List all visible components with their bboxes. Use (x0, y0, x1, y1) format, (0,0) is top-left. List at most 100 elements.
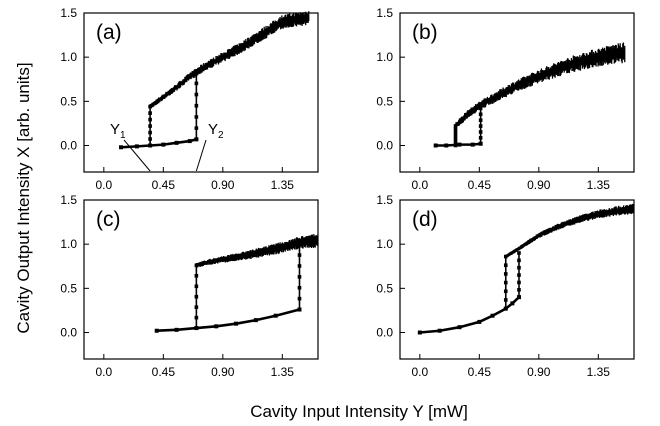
upper-branch-b (454, 51, 625, 128)
jump-point-c (297, 285, 302, 290)
plot-frame-b (399, 12, 635, 173)
data-b (433, 42, 626, 148)
lower-branch-point-c (214, 324, 219, 329)
y-tick-label-a: 1.5 (60, 6, 77, 20)
jump-point-d (503, 298, 508, 302)
annotation-main: Y (208, 121, 218, 138)
x-tick-label-c: 1.35 (271, 365, 295, 379)
jump-point-d (517, 258, 521, 263)
jump-point-d (503, 306, 508, 311)
plot-frame-c (83, 199, 319, 360)
x-tick-label-a: 0.45 (152, 178, 176, 192)
panel-b: 0.0 0.45 0.90 1.35 0.0 0.5 1.0 1.5 (b) (376, 6, 635, 192)
jump-point-b (453, 137, 458, 141)
jump-point-a (148, 117, 152, 122)
jump-point-d (503, 289, 508, 294)
upper-branch-d (504, 207, 634, 258)
jump-point-a (148, 130, 152, 135)
jump-point-a (148, 111, 152, 115)
y-tick-label-b: 0.5 (376, 94, 393, 108)
lower-branch-point-d (457, 325, 462, 330)
y-tick-label-a: 1.0 (60, 50, 77, 64)
y-tick-label-c: 1.0 (60, 237, 77, 251)
data-d (417, 203, 634, 335)
x-tick-label-a: 0.0 (95, 178, 112, 192)
jump-point-a (148, 137, 152, 141)
x-axis-title: Cavity Input Intensity Y [mW] (250, 402, 468, 421)
annotation-a: Y2 (208, 121, 224, 141)
x-tick-label-b: 0.0 (411, 178, 428, 192)
lower-branch-point-c (273, 313, 278, 318)
jump-point-a (194, 126, 199, 130)
jump-point-c (194, 263, 199, 268)
lower-branch-point-a (161, 142, 166, 147)
jump-point-c (194, 315, 199, 320)
y-tick-label-d: 1.5 (376, 193, 393, 207)
annotation-pointer-a (123, 139, 151, 172)
jump-point-d (503, 254, 508, 259)
lower-branch-point-c (253, 318, 258, 323)
annotation-subscript: 1 (120, 130, 126, 141)
data-c (154, 234, 318, 333)
x-tick-label-b: 0.90 (527, 178, 551, 192)
plot-frame-d (399, 199, 635, 360)
panel-label-b: (b) (412, 21, 438, 44)
jump-point-b (478, 136, 483, 140)
panel-a: 0.0 0.45 0.90 1.350.00.51.01.5(a)Y1 Y2 (60, 6, 319, 192)
lower-branch-point-b (444, 143, 449, 148)
annotation-subscript: 2 (218, 130, 224, 141)
x-tick-label-d: 0.45 (468, 365, 492, 379)
lower-branch-point-a (134, 144, 139, 149)
jump-point-c (194, 284, 199, 289)
jump-point-b (453, 140, 458, 145)
lower-branch-a (120, 138, 197, 149)
y-tick-label-a: 0.0 (60, 139, 77, 153)
lower-branch-point-a (174, 140, 179, 145)
jump-point-d (517, 288, 521, 292)
data-a (119, 11, 310, 150)
jump-point-a (148, 124, 152, 128)
jump-point-b (478, 124, 483, 128)
jump-point-b (453, 133, 458, 138)
lower-branch-point-c (174, 327, 179, 332)
y-tick-label-d: 0.5 (376, 281, 393, 295)
jump-point-a (194, 115, 199, 119)
jump-point-b (478, 130, 483, 134)
jump-point-d (503, 272, 508, 276)
panel-label-c: (c) (96, 208, 121, 231)
jump-point-c (297, 296, 302, 301)
jump-point-d (517, 280, 521, 285)
y-tick-label-b: 1.0 (376, 50, 393, 64)
lower-branch-point-b (433, 143, 438, 148)
lower-branch-point-d (510, 301, 515, 306)
jump-point-c (297, 307, 302, 312)
jump-point-a (194, 137, 199, 142)
x-tick-label-d: 1.35 (587, 365, 611, 379)
lower-branch-point-b (470, 142, 475, 147)
chart-panels: 0.0 0.45 0.90 1.35 0.0 0.5 1.0 1.5 (a) Y 1 Y2 0.0 0.4… (60, 6, 635, 379)
panel-label-a: (a) (96, 21, 122, 44)
jump-point-c (297, 264, 302, 268)
jump-point-c (194, 294, 199, 299)
jump-point-d (503, 280, 508, 285)
x-tick-label-c: 0.0 (95, 365, 112, 379)
lower-branch-point-d (477, 319, 482, 324)
plot-frame-a (83, 12, 319, 173)
lower-branch-point-a (187, 139, 192, 144)
x-tick-label-c: 0.90 (211, 365, 235, 379)
y-axis-title: Cavity Output Intensity X [arb. units] (14, 62, 33, 333)
lower-branch-point-d (490, 313, 495, 318)
jump-point-d (517, 295, 521, 299)
y-tick-label-c: 1.5 (60, 193, 77, 207)
jump-point-a (194, 92, 199, 97)
upper-branch-a (149, 15, 309, 108)
x-tick-label-c: 0.45 (152, 365, 176, 379)
y-tick-label-a: 0.5 (60, 94, 77, 108)
jump-point-c (194, 305, 199, 309)
y-tick-label-c: 0.5 (60, 281, 77, 295)
jump-point-d (517, 251, 521, 255)
panel-label-d: (d) (412, 208, 438, 231)
lower-branch-point-a (119, 145, 124, 150)
y-tick-label-c: 0.0 (60, 326, 77, 340)
jump-point-b (453, 130, 458, 135)
